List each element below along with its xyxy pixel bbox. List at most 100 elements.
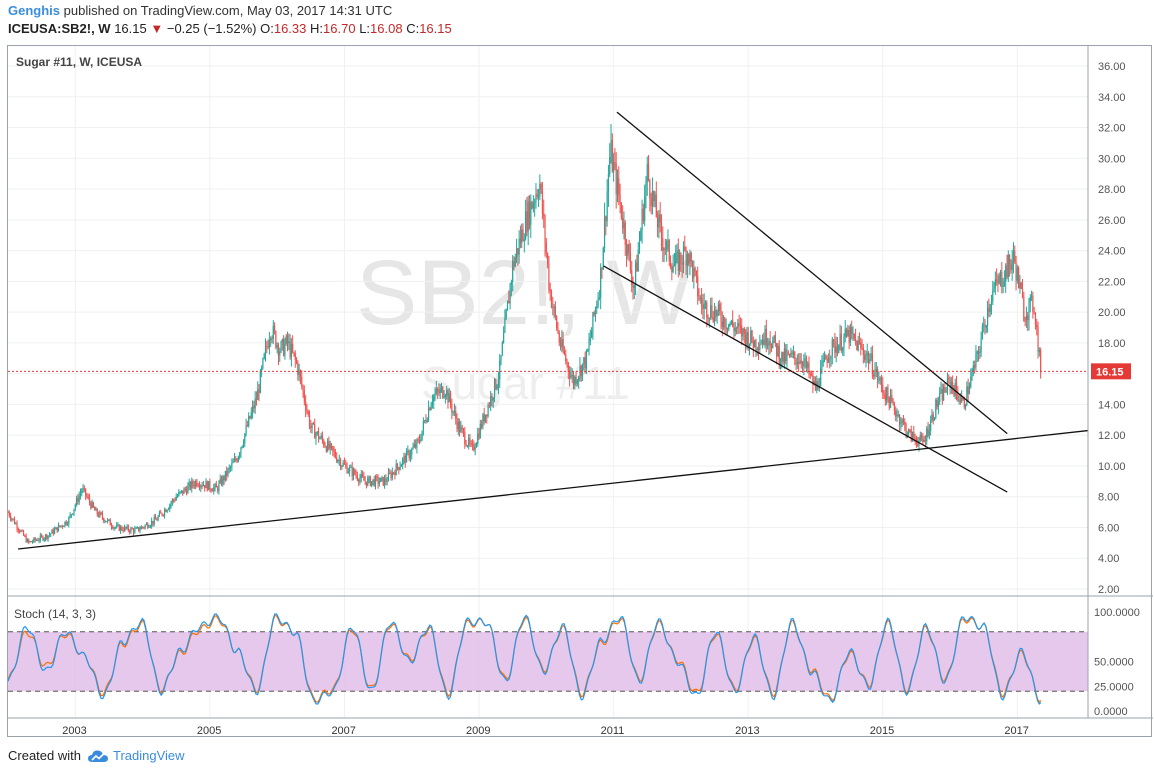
price-candle-body bbox=[505, 310, 507, 319]
tradingview-link[interactable]: TradingView bbox=[87, 748, 185, 763]
price-candle-body bbox=[405, 450, 408, 463]
price-candle-body bbox=[550, 291, 553, 308]
price-candle-body bbox=[293, 351, 295, 354]
chart-canvas[interactable]: SB2!, W Sugar #11 2.00 4.00 6.00 8.00 10.00 1… bbox=[8, 46, 1153, 738]
stoch-series bbox=[8, 613, 1042, 705]
price-candle-body bbox=[178, 492, 180, 496]
price-candle-body bbox=[584, 357, 586, 369]
price-candle-body bbox=[726, 327, 729, 330]
price-candle-body bbox=[849, 327, 852, 343]
price-candle-body bbox=[33, 538, 35, 542]
price-candle-body bbox=[132, 529, 135, 533]
price-candle-body bbox=[629, 253, 632, 271]
price-candle-body bbox=[751, 330, 753, 342]
price-candle-body bbox=[986, 308, 989, 326]
price-candle-body bbox=[351, 466, 353, 477]
price-candle-body bbox=[156, 519, 158, 521]
price-candle-body bbox=[743, 328, 745, 335]
price-candle-body bbox=[339, 459, 342, 468]
price-candle-body bbox=[219, 478, 221, 483]
price-candle-body bbox=[574, 376, 576, 385]
price-candle-body bbox=[792, 352, 795, 355]
price-candle-body bbox=[781, 351, 783, 362]
price-candle-body bbox=[1027, 315, 1029, 320]
price-candle-body bbox=[962, 397, 964, 399]
time-tick-label: 2003 bbox=[62, 725, 86, 737]
price-candle-body bbox=[398, 467, 400, 470]
price-candle-body bbox=[25, 536, 27, 543]
price-candle-body bbox=[50, 533, 52, 535]
price-candle-body bbox=[647, 164, 650, 181]
price-candle-body bbox=[615, 163, 617, 195]
price-candle-body bbox=[317, 431, 320, 440]
price-candle-body bbox=[281, 339, 283, 343]
price-candle-body bbox=[38, 540, 40, 542]
price-candle-body bbox=[605, 216, 607, 222]
price-candle-body bbox=[732, 320, 734, 326]
price-candle-body bbox=[699, 297, 701, 299]
price-candle-body bbox=[764, 328, 766, 345]
price-candle-body bbox=[832, 339, 835, 342]
price-candle-body bbox=[535, 194, 537, 203]
price-candle-body bbox=[691, 261, 694, 279]
price-candle-body bbox=[328, 440, 330, 449]
price-candle-body bbox=[245, 425, 247, 434]
price-candle-body bbox=[206, 481, 208, 491]
price-tick-label: 22.00 bbox=[1098, 276, 1126, 288]
price-candle-body bbox=[209, 481, 211, 490]
price-candle-body bbox=[561, 339, 563, 348]
price-candle-body bbox=[259, 371, 261, 393]
price-candle-body bbox=[228, 467, 230, 469]
price-candle-body bbox=[306, 410, 308, 412]
price-candle-body bbox=[664, 248, 666, 250]
price-candle-body bbox=[391, 472, 393, 478]
price-candle-body bbox=[161, 513, 163, 515]
price-candle-body bbox=[636, 262, 638, 272]
price-candle-body bbox=[930, 420, 932, 431]
price-candle-body bbox=[56, 527, 58, 532]
price-candle-body bbox=[939, 392, 941, 402]
price-candle-body bbox=[461, 427, 463, 430]
price-candle-body bbox=[400, 464, 402, 467]
price-candle-body bbox=[744, 334, 747, 345]
price-candle-body bbox=[557, 328, 559, 333]
price-candle-body bbox=[883, 392, 885, 395]
price-candle-body bbox=[895, 410, 897, 417]
price-candle-body bbox=[635, 262, 637, 286]
price-candle-body bbox=[707, 318, 709, 320]
price-candle-body bbox=[950, 382, 952, 387]
price-candle-body bbox=[669, 260, 672, 267]
price-candle-body bbox=[151, 520, 153, 526]
price-candle-body bbox=[125, 526, 127, 529]
price-candle-body bbox=[504, 318, 506, 333]
price-candle-body bbox=[297, 362, 299, 375]
price-candle-body bbox=[204, 484, 206, 489]
open-value: 16.33 bbox=[273, 21, 307, 36]
price-candle-body bbox=[94, 507, 96, 511]
price-candle-body bbox=[596, 305, 598, 309]
price-candle-body bbox=[548, 264, 550, 290]
price-candle-body bbox=[628, 244, 630, 254]
price-candle-body bbox=[738, 323, 740, 326]
price-candle-body bbox=[706, 302, 708, 319]
price-candle-body bbox=[298, 370, 300, 375]
price-candle-body bbox=[512, 260, 514, 283]
author-link[interactable]: Genghis bbox=[8, 3, 61, 18]
price-candle-body bbox=[197, 485, 199, 487]
price-candle-body bbox=[369, 476, 371, 486]
price-candle-body bbox=[140, 526, 142, 530]
chart-frame[interactable]: SB2!, W Sugar #11 2.00 4.00 6.00 8.00 10.00 1… bbox=[7, 45, 1153, 738]
price-candle-body bbox=[935, 399, 937, 418]
price-candle-body bbox=[78, 495, 80, 502]
price-candle-body bbox=[104, 521, 106, 523]
price-candle-body bbox=[61, 525, 63, 527]
price-candle-body bbox=[499, 360, 501, 380]
price-candle-body bbox=[325, 446, 327, 452]
price-candle-body bbox=[418, 439, 421, 442]
price-candle-body bbox=[920, 435, 923, 438]
price-candle-body bbox=[653, 190, 655, 202]
price-candle-body bbox=[1038, 350, 1040, 352]
price-candle-body bbox=[588, 341, 590, 350]
price-candle-body bbox=[575, 376, 577, 384]
price-candle-body bbox=[100, 512, 102, 514]
